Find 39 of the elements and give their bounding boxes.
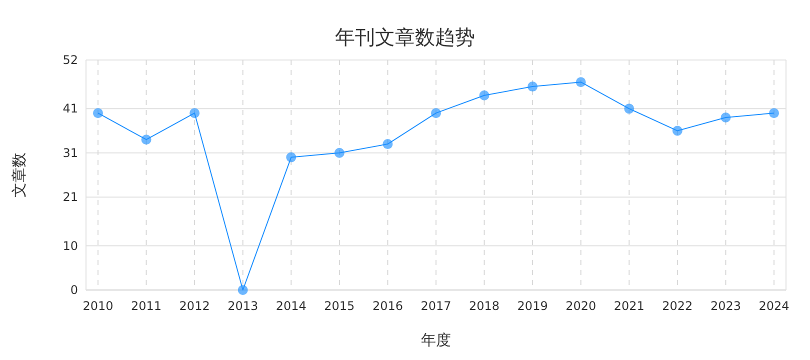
point xyxy=(431,108,441,118)
x-tick-label: 2015 xyxy=(324,299,355,313)
x-tick-label: 2022 xyxy=(662,299,693,313)
x-tick-label: 2018 xyxy=(469,299,500,313)
point xyxy=(479,90,490,100)
point xyxy=(672,126,682,136)
x-tick-label: 2024 xyxy=(758,299,790,313)
point xyxy=(286,152,296,162)
x-tick-label: 2021 xyxy=(614,299,644,313)
point xyxy=(624,104,634,114)
point xyxy=(190,108,200,118)
y-tick-label: 52 xyxy=(62,53,78,67)
point xyxy=(93,108,103,118)
x-tick-label: 2023 xyxy=(710,299,741,313)
point xyxy=(576,77,586,88)
x-tick-label: 2010 xyxy=(82,299,114,313)
x-tick-label: 2011 xyxy=(131,299,162,313)
x-axis-title: 年度 xyxy=(421,331,451,349)
chart-title: 年刊文章数趋势 xyxy=(335,25,475,49)
x-tick-label: 2017 xyxy=(420,299,452,313)
y-tick-label: 21 xyxy=(62,190,78,204)
point xyxy=(720,112,731,122)
point xyxy=(769,108,779,118)
point xyxy=(382,139,393,150)
y-tick-label: 31 xyxy=(62,146,78,160)
x-tick-label: 2014 xyxy=(276,299,306,313)
y-tick-label: 41 xyxy=(62,102,78,116)
point xyxy=(141,134,152,145)
point xyxy=(528,82,538,92)
x-tick-label: 2012 xyxy=(179,299,210,313)
x-tick-label: 2020 xyxy=(566,299,596,313)
x-tick-label: 2013 xyxy=(228,299,258,313)
point xyxy=(334,148,344,158)
y-axis-title: 文章数 xyxy=(10,152,28,198)
point xyxy=(238,285,248,295)
x-tick-label: 2019 xyxy=(517,299,548,313)
y-tick-label: 10 xyxy=(62,238,78,253)
y-tick-label: 0 xyxy=(70,283,78,297)
x-tick-label: 2016 xyxy=(372,299,403,313)
